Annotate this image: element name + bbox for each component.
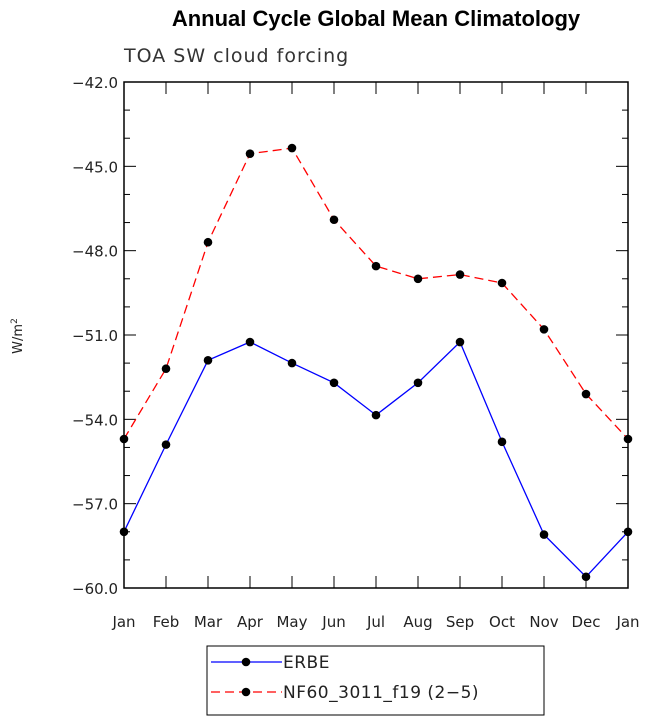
chart-subtitle: TOA SW cloud forcing — [123, 45, 349, 67]
series-1-point — [245, 337, 255, 347]
y-tick-label: −48.0 — [72, 243, 118, 261]
series-line-2 — [123, 147, 629, 440]
x-tick-label: Jan — [111, 613, 135, 631]
series-2-point — [161, 364, 171, 374]
series-layer — [119, 143, 633, 582]
series-1-point — [161, 440, 171, 449]
chart-title: Annual Cycle Global Mean Climatology — [172, 6, 581, 31]
series-1-point — [497, 437, 507, 447]
series-2-point — [203, 237, 213, 247]
x-tick-label: Nov — [529, 613, 558, 631]
series-2-point — [329, 215, 339, 225]
y-axis-label-text: W/m — [11, 324, 26, 354]
series-1-point — [287, 358, 297, 368]
x-tick-label: Aug — [403, 613, 432, 631]
x-tick-label: Sep — [446, 613, 474, 631]
y-tick-label: −57.0 — [72, 496, 118, 514]
y-tick-label: −54.0 — [72, 411, 118, 429]
x-tick-label: Oct — [489, 613, 515, 631]
plot-frame — [123, 81, 629, 589]
y-tick-label: −42.0 — [72, 74, 118, 92]
series-2-point — [413, 274, 423, 284]
axis-ticks — [123, 81, 629, 589]
legend-label-1: ERBE — [283, 653, 330, 673]
x-tick-label: Jan — [615, 613, 639, 631]
series-1-point — [413, 378, 423, 388]
series-1-point — [455, 337, 465, 347]
series-2-point — [455, 270, 465, 279]
series-2-point — [371, 261, 381, 271]
x-tick-label: Jul — [366, 613, 385, 631]
series-1-point — [329, 378, 339, 388]
series-2-point — [497, 278, 507, 288]
legend-box — [206, 645, 545, 716]
y-axis-label-superscript: 2 — [10, 318, 20, 324]
series-2-point — [581, 389, 591, 399]
y-tick-label: −45.0 — [72, 158, 118, 176]
series-1-point — [539, 530, 549, 539]
series-line-1 — [123, 340, 629, 578]
y-axis-label: W/m2 — [10, 318, 26, 354]
y-tick-label: −60.0 — [72, 580, 118, 598]
x-tick-label: Feb — [153, 613, 180, 631]
legend: ERBE NF60_3011_f19 (2−5) — [206, 645, 545, 716]
x-tick-label: Jun — [321, 613, 345, 631]
series-1-point — [581, 572, 591, 582]
legend-label-2: NF60_3011_f19 (2−5) — [283, 683, 479, 703]
series-1-point — [203, 356, 213, 365]
series-2-point — [287, 143, 297, 153]
y-tick-labels: −42.0 −45.0 −48.0 −51.0 −54.0 −57.0 −60.0 — [72, 74, 118, 598]
series-2-point — [245, 149, 255, 158]
x-tick-label: May — [276, 613, 307, 631]
x-tick-label: Dec — [571, 613, 600, 631]
legend-marker-2 — [241, 687, 251, 697]
legend-marker-1 — [241, 657, 251, 667]
series-1-point — [371, 410, 381, 420]
y-tick-label: −51.0 — [72, 327, 118, 345]
x-tick-label: Apr — [237, 613, 264, 631]
series-2-point — [539, 325, 549, 334]
x-tick-label: Mar — [194, 613, 223, 631]
x-tick-labels: Jan Feb Mar Apr May Jun Jul Aug Sep Oct Nov Dec Jan — [111, 613, 639, 631]
